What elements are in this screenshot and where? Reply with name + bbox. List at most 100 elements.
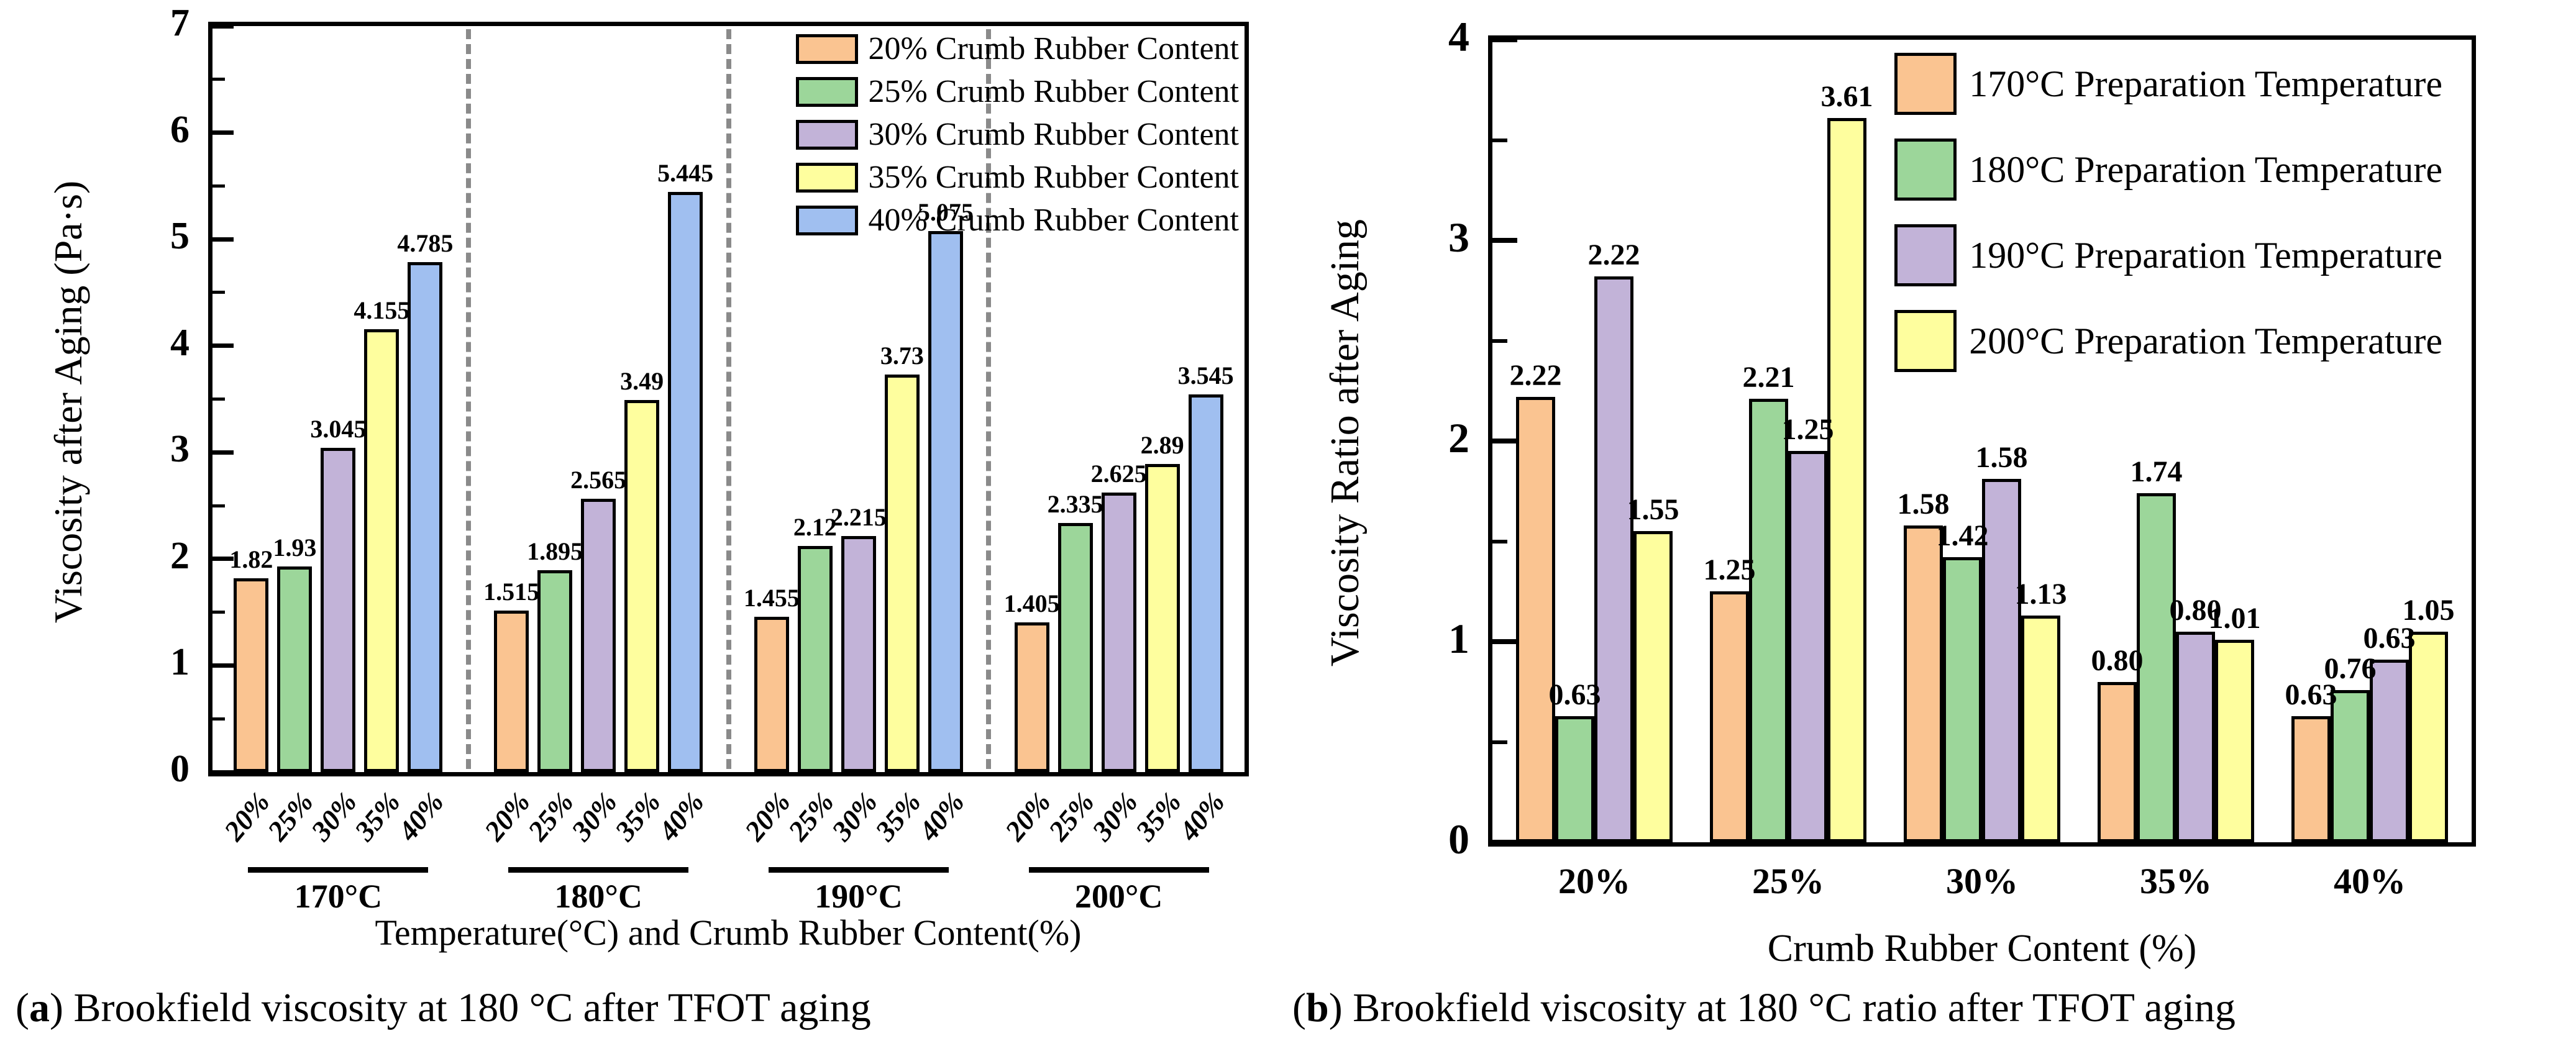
bar xyxy=(1633,531,1673,842)
group-underline xyxy=(1028,867,1209,873)
bar xyxy=(2176,631,2215,842)
bar xyxy=(1710,591,1749,842)
bar-value-label: 1.82 xyxy=(229,545,273,573)
bar xyxy=(408,262,443,772)
legend-b: 170°C Preparation Temperature 180°C Prepa… xyxy=(1894,53,2442,372)
bar-value-label: 2.12 xyxy=(793,513,837,542)
bar-value-label: 3.61 xyxy=(1820,80,1873,113)
x-axis-group-tick xyxy=(1786,820,1791,842)
y-axis-minor-tick xyxy=(1492,539,1507,543)
legend-swatch xyxy=(1894,139,1957,201)
bar xyxy=(754,617,789,772)
bar xyxy=(1904,525,1943,842)
x-axis-group-tick xyxy=(2173,820,2178,842)
bar xyxy=(537,570,573,772)
bar-value-label: 3.49 xyxy=(620,367,664,396)
legend-item-label: 20% Crumb Rubber Content xyxy=(868,31,1239,66)
x-axis-group-tick xyxy=(1592,820,1597,842)
bar xyxy=(364,329,400,772)
bar xyxy=(277,566,313,772)
bar xyxy=(1144,464,1180,772)
y-axis-major-tick xyxy=(1492,238,1517,243)
y-axis-major-tick xyxy=(212,770,234,775)
legend-item-label: 35% Crumb Rubber Content xyxy=(868,160,1239,195)
legend-item-label: 200°C Preparation Temperature xyxy=(1969,320,2442,361)
group-separator-line xyxy=(986,29,992,769)
bar xyxy=(2137,493,2176,842)
bar-value-label: 0.63 xyxy=(2285,678,2337,711)
bar xyxy=(1594,276,1633,842)
bar xyxy=(841,535,876,772)
y-axis-tick-label: 3 xyxy=(1448,214,1469,261)
bar xyxy=(321,447,356,772)
bar xyxy=(1014,622,1049,772)
bar xyxy=(2331,689,2370,842)
bar-value-label: 0.80 xyxy=(2091,643,2144,677)
y-axis-minor-tick xyxy=(1492,138,1507,142)
caption-b-close: ) xyxy=(1328,985,1343,1030)
y-axis-major-tick xyxy=(212,24,234,29)
bar xyxy=(797,546,833,772)
group-label: 170°C xyxy=(294,878,383,915)
bar xyxy=(581,498,616,772)
bar xyxy=(1101,492,1136,772)
y-axis-title-b: Viscosity Ratio after Aging xyxy=(1322,219,1368,667)
group-label: 180°C xyxy=(554,878,642,915)
legend-item: 200°C Preparation Temperature xyxy=(1894,310,2442,372)
bar xyxy=(1749,399,1788,842)
bar-value-label: 1.25 xyxy=(1703,553,1756,587)
y-axis-tick-label: 0 xyxy=(1448,816,1469,863)
y-axis-major-tick xyxy=(1492,37,1517,42)
group-label: 200°C xyxy=(1074,878,1163,915)
bar xyxy=(2370,660,2409,842)
y-axis-minor-tick xyxy=(212,291,225,294)
y-axis-major-tick xyxy=(212,450,234,455)
y-axis-minor-tick xyxy=(1492,339,1507,343)
bar-value-label: 1.455 xyxy=(743,584,800,612)
group-underline xyxy=(508,867,689,873)
legend-swatch xyxy=(796,34,859,64)
legend-swatch xyxy=(796,162,859,193)
y-axis-major-tick xyxy=(212,343,234,348)
group-label: 190°C xyxy=(815,878,903,915)
bar xyxy=(494,611,529,772)
legend-item: 190°C Preparation Temperature xyxy=(1894,224,2442,286)
y-axis-tick-label: 2 xyxy=(170,534,190,577)
bar xyxy=(2021,616,2060,842)
bar xyxy=(1982,479,2021,842)
bar-value-label: 3.73 xyxy=(880,342,924,370)
bar xyxy=(668,191,703,772)
legend-item-label: 25% Crumb Rubber Content xyxy=(868,74,1239,109)
bar xyxy=(1827,117,1866,842)
legend-swatch xyxy=(796,76,859,107)
group-separator-line xyxy=(726,29,731,769)
bar xyxy=(1788,451,1827,842)
bar xyxy=(234,578,269,772)
caption-b-text: Brookfield viscosity at 180 °C ratio aft… xyxy=(1342,985,2236,1030)
bar xyxy=(2215,639,2254,842)
legend-item: 30% Crumb Rubber Content xyxy=(796,116,1239,153)
bar-value-label: 1.55 xyxy=(1627,493,1679,527)
bar-value-label: 0.63 xyxy=(2363,622,2416,655)
bar-value-label: 0.80 xyxy=(2169,593,2222,627)
caption-a-open: ( xyxy=(16,985,29,1030)
legend-item: 170°C Preparation Temperature xyxy=(1894,53,2442,115)
group-underline xyxy=(768,867,949,873)
bar-value-label: 2.335 xyxy=(1047,490,1103,519)
bar-value-label: 1.74 xyxy=(2130,455,2183,488)
legend-item-label: 190°C Preparation Temperature xyxy=(1969,234,2442,276)
caption-b-letter: b xyxy=(1305,985,1329,1030)
y-axis-major-tick xyxy=(1492,840,1517,845)
bar xyxy=(1555,716,1594,842)
x-axis-category-label: 35% xyxy=(2140,861,2212,901)
y-axis-tick-label: 4 xyxy=(170,321,190,364)
x-axis-group-tick xyxy=(2367,820,2372,842)
legend-item: 25% Crumb Rubber Content xyxy=(796,73,1239,110)
y-axis-title-a: Viscosity after Aging (Pa·s) xyxy=(46,180,90,624)
y-axis-minor-tick xyxy=(212,184,225,188)
y-axis-minor-tick xyxy=(212,398,225,401)
y-axis-major-tick xyxy=(212,663,234,668)
bar-value-label: 1.93 xyxy=(273,533,317,562)
x-axis-category-label: 20% xyxy=(1558,861,1630,901)
